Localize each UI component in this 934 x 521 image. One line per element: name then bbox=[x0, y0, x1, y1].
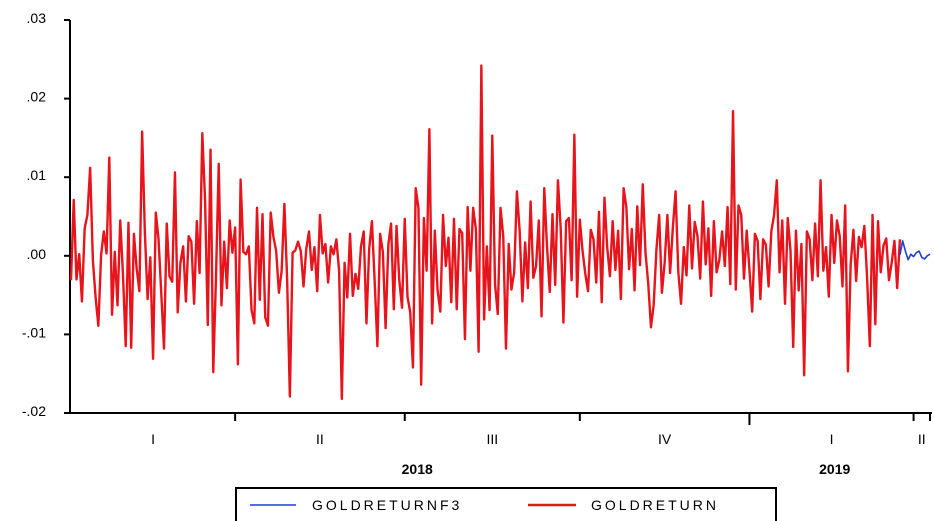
y-tick-label: .01 bbox=[27, 167, 47, 183]
legend-box bbox=[235, 487, 777, 521]
y-tick-label: -.02 bbox=[22, 403, 46, 419]
x-quarter-label: I bbox=[151, 431, 155, 447]
legend: GOLDRETURNF3 GOLDRETURN bbox=[235, 487, 777, 521]
y-tick-label: .02 bbox=[27, 89, 47, 105]
legend-label: GOLDRETURN bbox=[591, 497, 719, 513]
legend-label: GOLDRETURNF3 bbox=[312, 497, 462, 513]
x-quarter-label: II bbox=[918, 431, 926, 447]
x-quarter-label: I bbox=[830, 431, 834, 447]
x-year-label: 2019 bbox=[819, 461, 850, 477]
series-line-goldreturnf3 bbox=[899, 240, 931, 261]
y-tick-label: -.01 bbox=[22, 324, 46, 340]
y-axis: .03 .02 .01 .00 -.01 -.02 bbox=[22, 10, 71, 419]
y-tick-label: .03 bbox=[27, 10, 47, 26]
x-quarter-label: IV bbox=[658, 431, 672, 447]
series-layer bbox=[69, 64, 931, 401]
x-quarter-label: II bbox=[316, 431, 324, 447]
y-tick-label: .00 bbox=[27, 246, 47, 262]
x-quarter-label: III bbox=[486, 431, 498, 447]
series-line-goldreturn bbox=[69, 64, 902, 401]
x-year-label: 2018 bbox=[402, 461, 433, 477]
